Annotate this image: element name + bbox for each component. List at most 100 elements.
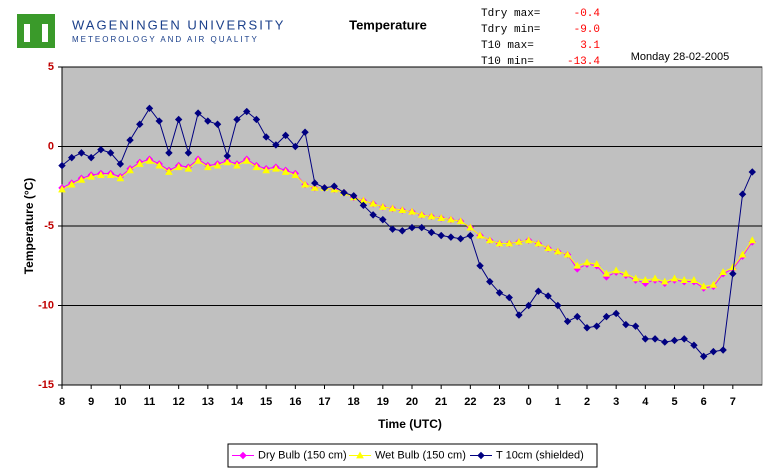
data-point [145, 156, 154, 164]
data-point [719, 268, 727, 276]
data-point [602, 312, 611, 321]
data-point [145, 104, 154, 113]
data-point [437, 214, 446, 221]
data-point [690, 276, 698, 283]
data-point [126, 166, 134, 174]
data-point [534, 239, 543, 247]
data-point [379, 215, 387, 224]
stat-label: T10 min= [481, 56, 534, 68]
legend-marker [477, 451, 485, 460]
data-point [544, 244, 552, 252]
series-line [61, 107, 753, 357]
data-point [281, 167, 290, 175]
x-tick-label: 16 [289, 396, 301, 408]
data-point [116, 160, 125, 168]
data-point [466, 231, 475, 240]
data-point [573, 312, 581, 321]
data-point [709, 347, 718, 356]
data-point [592, 260, 601, 268]
chart-title: Temperature [349, 17, 427, 32]
data-point [58, 185, 66, 193]
x-tick-label: 20 [406, 396, 418, 408]
data-point [252, 115, 261, 124]
data-point [515, 311, 523, 319]
data-point [272, 141, 280, 149]
data-point [660, 277, 669, 285]
data-point [486, 277, 494, 286]
data-point [388, 204, 397, 212]
data-point [398, 206, 407, 213]
logo-subtitle: METEOROLOGY AND AIR QUALITY [72, 35, 259, 44]
data-point [97, 171, 105, 179]
data-point [427, 228, 436, 237]
x-tick-label: 9 [88, 396, 94, 408]
data-point [583, 324, 591, 332]
data-point [136, 120, 144, 128]
x-tick-label: 5 [671, 396, 677, 408]
x-tick-label: 11 [144, 396, 156, 408]
data-point [680, 276, 689, 283]
legend-marker [239, 451, 247, 460]
data-point [417, 210, 426, 218]
data-point [447, 233, 455, 241]
data-point [320, 184, 329, 192]
y-tick-label: 5 [48, 61, 54, 73]
logo-mark-bar [30, 20, 42, 42]
data-point [262, 133, 270, 141]
data-point [622, 269, 630, 277]
data-point [106, 149, 115, 157]
y-tick-label: -10 [38, 299, 54, 311]
data-point [631, 322, 640, 330]
x-tick-label: 12 [173, 396, 185, 408]
legend-marker [356, 451, 364, 459]
x-tick-label: 13 [202, 396, 214, 408]
data-point [126, 136, 134, 144]
data-point [194, 109, 202, 117]
data-point [340, 188, 348, 197]
data-point [476, 262, 484, 270]
data-point [378, 202, 387, 210]
x-tick-label: 3 [613, 396, 619, 408]
x-tick-label: 21 [435, 396, 447, 408]
data-point [485, 236, 494, 244]
data-point [680, 335, 688, 343]
data-point [223, 158, 232, 166]
legend-label: Dry Bulb (150 cm) [258, 449, 347, 461]
stat-label: Tdry min= [481, 24, 540, 36]
y-axis-label: Temperature (°C) [22, 178, 36, 275]
data-point [563, 317, 572, 326]
x-tick-label: 0 [526, 396, 532, 408]
data-point [233, 161, 241, 169]
data-point [77, 175, 86, 183]
data-point [408, 223, 416, 232]
data-point [77, 149, 86, 157]
data-point [738, 190, 747, 198]
data-point [281, 131, 290, 140]
data-point [612, 309, 620, 318]
legend-label: Wet Bulb (150 cm) [375, 449, 466, 461]
data-point [437, 231, 445, 240]
data-point [612, 266, 621, 274]
data-point [311, 179, 319, 187]
data-point [213, 161, 222, 169]
data-point [135, 159, 144, 167]
data-point [301, 180, 309, 188]
stat-label: Tdry max= [481, 8, 540, 20]
data-point [505, 239, 514, 247]
data-point [719, 346, 727, 354]
logo [17, 14, 55, 48]
x-tick-label: 15 [260, 396, 272, 408]
data-point [223, 152, 231, 160]
data-point [495, 289, 504, 297]
data-point [563, 250, 572, 258]
stat-value: -9.0 [574, 24, 600, 36]
logo-title: WAGENINGEN UNIVERSITY [72, 17, 285, 32]
data-point [58, 161, 66, 170]
data-point [155, 161, 164, 169]
x-axis-label: Time (UTC) [378, 417, 442, 431]
data-point [233, 115, 241, 124]
data-point [184, 164, 193, 172]
data-point [495, 239, 504, 247]
data-point [661, 338, 669, 346]
date: Monday 28-02-2005 [631, 51, 729, 63]
